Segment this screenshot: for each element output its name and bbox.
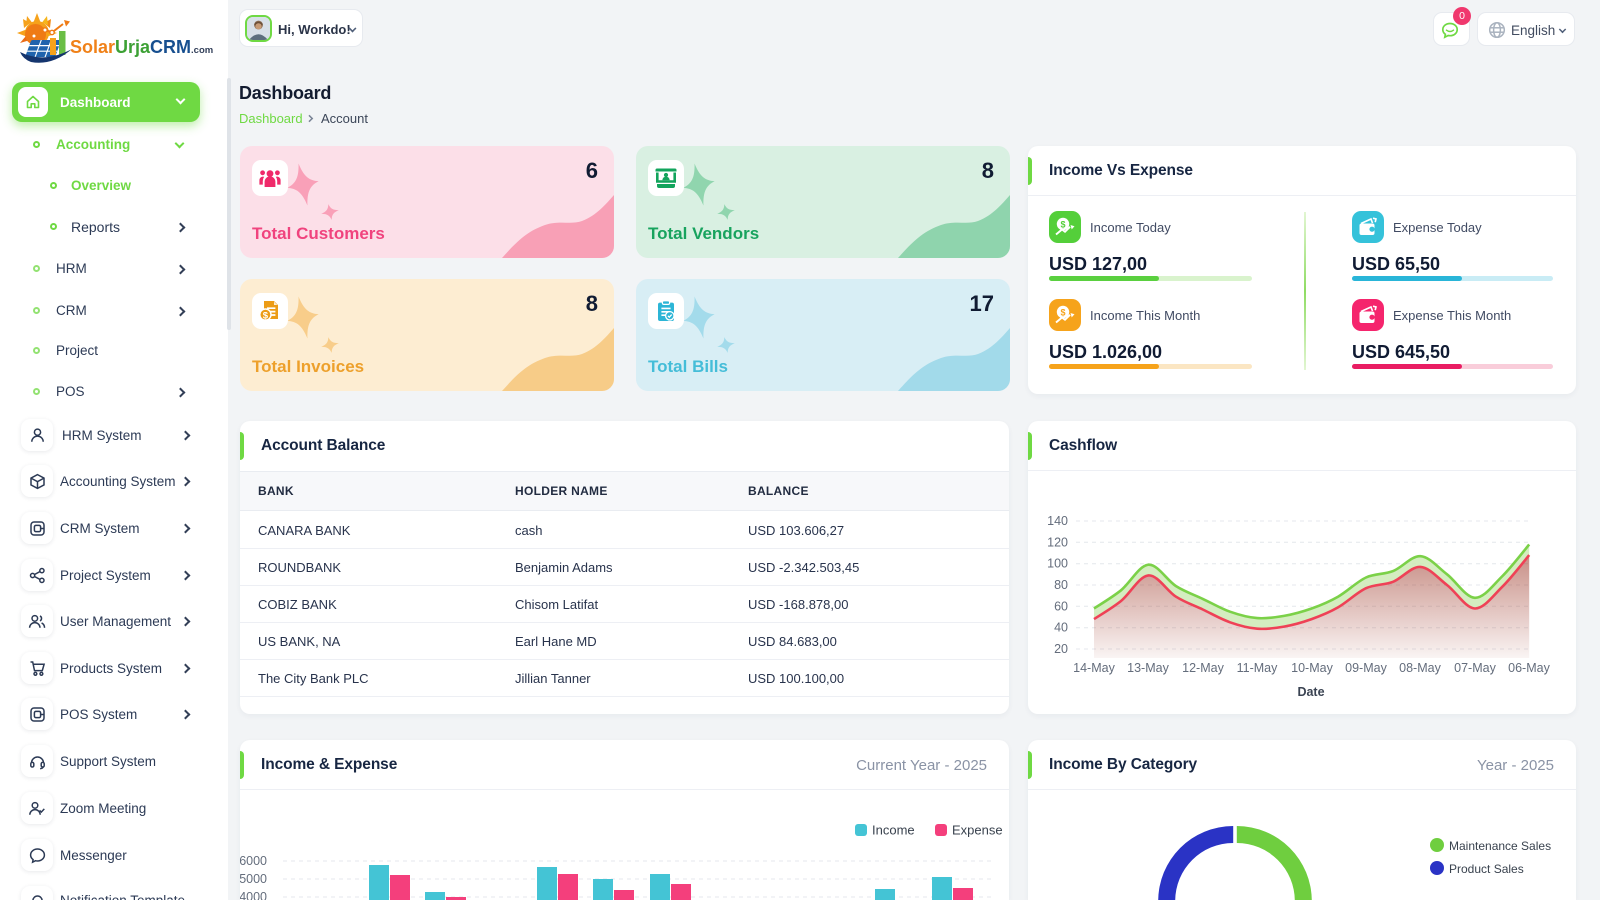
svg-text:Income: Income bbox=[872, 823, 915, 838]
svg-text:Maintenance Sales: Maintenance Sales bbox=[1449, 839, 1551, 853]
svg-text:Product Sales: Product Sales bbox=[1449, 862, 1524, 876]
svg-text:40: 40 bbox=[1054, 621, 1068, 635]
svg-text:6000: 6000 bbox=[240, 854, 267, 868]
svg-text:14-May: 14-May bbox=[1073, 661, 1115, 675]
svg-text:07-May: 07-May bbox=[1454, 661, 1496, 675]
svg-text:Date: Date bbox=[1297, 685, 1324, 699]
svg-text:13-May: 13-May bbox=[1127, 661, 1169, 675]
svg-text:5000: 5000 bbox=[240, 872, 267, 886]
svg-text:Expense: Expense bbox=[952, 823, 1003, 838]
svg-text:08-May: 08-May bbox=[1399, 661, 1441, 675]
svg-text:80: 80 bbox=[1054, 578, 1068, 592]
svg-text:11-May: 11-May bbox=[1237, 661, 1279, 675]
svg-text:10-May: 10-May bbox=[1291, 661, 1333, 675]
svg-text:20: 20 bbox=[1054, 642, 1068, 656]
svg-text:09-May: 09-May bbox=[1345, 661, 1387, 675]
svg-text:$: $ bbox=[1060, 307, 1065, 317]
svg-text:06-May: 06-May bbox=[1508, 661, 1550, 675]
svg-text:120: 120 bbox=[1047, 535, 1068, 549]
svg-text:$: $ bbox=[263, 310, 269, 321]
svg-text:12-May: 12-May bbox=[1182, 661, 1224, 675]
svg-text:$: $ bbox=[1060, 219, 1065, 229]
svg-text:140: 140 bbox=[1047, 514, 1068, 528]
svg-text:60: 60 bbox=[1054, 599, 1068, 613]
svg-text:100: 100 bbox=[1047, 557, 1068, 571]
svg-text:4000: 4000 bbox=[240, 890, 267, 900]
